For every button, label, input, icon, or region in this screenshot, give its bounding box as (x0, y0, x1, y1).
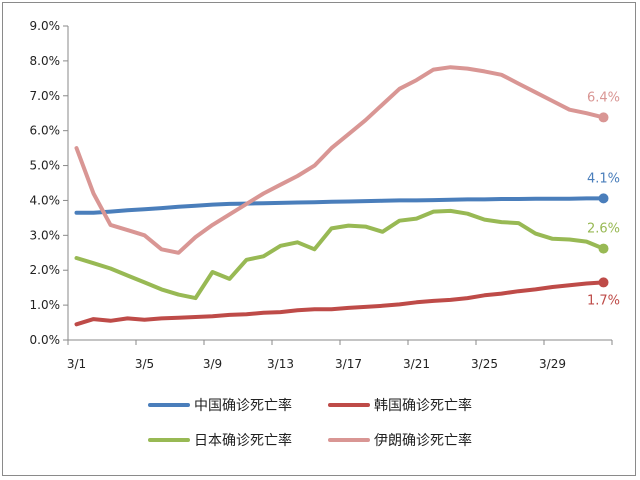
series-end-marker (598, 243, 609, 254)
legend-label: 中国确诊死亡率 (194, 397, 292, 414)
legend-label: 伊朗确诊死亡率 (374, 432, 472, 449)
x-tick-label: 3/17 (335, 357, 362, 371)
y-tick-label: 3.0% (30, 228, 61, 242)
chart-frame (2, 2, 636, 476)
y-tick-label: 5.0% (30, 159, 61, 173)
series-end-label: 1.7% (587, 293, 620, 308)
series-line (74, 196, 606, 215)
x-tick-label: 3/1 (67, 357, 86, 371)
series-end-label: 6.4% (587, 90, 620, 105)
x-axis: 3/1 3/5 3/9 3/13 3/17 3/21 3/25 3/29 (67, 339, 613, 371)
x-tick-label: 3/29 (539, 357, 566, 371)
y-tick-label: 9.0% (30, 19, 61, 33)
series-line (74, 65, 606, 255)
y-tick-label: 4.0% (30, 193, 61, 207)
x-tick-label: 3/13 (267, 357, 294, 371)
y-tick-label: 8.0% (30, 54, 61, 68)
y-tick-label: 1.0% (30, 298, 61, 312)
series-line (74, 208, 606, 301)
legend-label: 韩国确诊死亡率 (374, 397, 472, 414)
series-layer: 4.1% 1.7% 2.6% 6.4% (74, 65, 620, 327)
series-line (74, 280, 606, 327)
y-tick-label: 6.0% (30, 124, 61, 138)
x-tick-label: 3/21 (403, 357, 430, 371)
series-end-marker (598, 193, 609, 204)
y-tick-label: 0.0% (30, 333, 61, 347)
x-tick-label: 3/9 (203, 357, 222, 371)
y-axis: 0.0% 1.0% 2.0% 3.0% 4.0% 5.0% 6.0% 7.0% 8.0% 9.0% (30, 19, 69, 347)
series-end-label: 2.6% (587, 222, 620, 237)
legend-label: 日本确诊死亡率 (194, 432, 292, 449)
x-tick-label: 3/5 (135, 357, 154, 371)
series-end-label: 4.1% (587, 171, 620, 186)
x-tick-label: 3/25 (471, 357, 498, 371)
series-end-marker (598, 277, 609, 288)
series-end-marker (598, 112, 609, 123)
y-tick-label: 7.0% (30, 89, 61, 103)
y-tick-label: 2.0% (30, 263, 61, 277)
